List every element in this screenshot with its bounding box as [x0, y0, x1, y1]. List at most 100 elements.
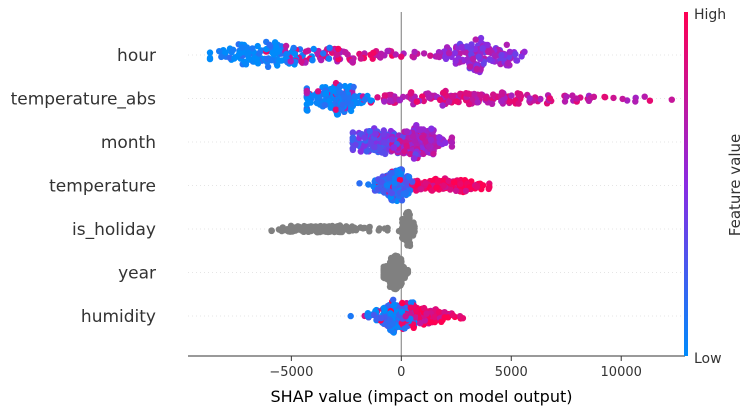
- shap-point: [349, 227, 356, 234]
- shap-point: [313, 99, 321, 107]
- shap-point: [399, 299, 406, 307]
- shap-point: [390, 255, 398, 263]
- shap-point: [317, 56, 325, 64]
- shap-point: [407, 150, 414, 158]
- shap-point: [333, 223, 340, 231]
- shap-point: [490, 91, 497, 98]
- shap-point: [457, 180, 464, 188]
- shap-point: [387, 274, 394, 281]
- feature-label: humidity: [81, 307, 156, 327]
- shap-point: [486, 183, 493, 191]
- feature-label: year: [118, 264, 156, 284]
- shap-point: [409, 178, 416, 185]
- x-tick-label: 10000: [601, 365, 642, 380]
- shap-point: [416, 320, 424, 327]
- shap-point: [269, 49, 277, 57]
- shap-point: [374, 94, 381, 101]
- colorbar-title: Feature value: [726, 134, 744, 236]
- shap-point: [435, 308, 443, 316]
- shap-point: [216, 48, 223, 55]
- shap-point: [417, 186, 425, 193]
- shap-point: [420, 304, 428, 312]
- shap-point: [370, 49, 377, 56]
- shap-point: [372, 130, 379, 138]
- shap-point: [485, 48, 492, 55]
- shap-point: [206, 49, 214, 56]
- shap-point: [381, 92, 389, 99]
- shap-point: [386, 91, 393, 99]
- shap-point: [448, 139, 456, 146]
- shap-point: [330, 87, 338, 95]
- shap-point: [338, 106, 345, 113]
- shap-point: [296, 225, 303, 232]
- shap-point: [518, 53, 525, 60]
- shap-point: [403, 142, 410, 150]
- shap-point: [396, 97, 404, 104]
- shap-point: [349, 134, 357, 141]
- shap-point: [381, 265, 388, 273]
- x-axis-title: SHAP value (impact on model output): [271, 387, 573, 406]
- shap-point: [378, 314, 385, 322]
- shap-point: [410, 155, 418, 162]
- shap-point: [459, 315, 467, 322]
- shap-point: [398, 308, 406, 316]
- shap-point: [440, 182, 447, 189]
- shap-point: [413, 98, 420, 105]
- shap-point: [390, 144, 398, 151]
- shap-point: [350, 83, 357, 91]
- shap-point: [222, 49, 229, 56]
- shap-point: [400, 133, 407, 140]
- shap-point: [375, 227, 382, 234]
- shap-point: [357, 55, 365, 62]
- shap-point: [328, 226, 335, 234]
- shap-point: [303, 87, 310, 95]
- shap-point: [389, 320, 397, 327]
- shap-point: [314, 88, 322, 95]
- shap-point: [302, 48, 310, 55]
- shap-point: [264, 63, 272, 70]
- shap-point: [388, 266, 396, 273]
- shap-point: [357, 148, 364, 155]
- shap-point: [376, 145, 383, 152]
- shap-point: [284, 226, 291, 233]
- shap-point: [641, 93, 648, 100]
- shap-point: [304, 96, 311, 103]
- shap-point: [431, 313, 438, 321]
- shap-point: [420, 97, 427, 105]
- shap-point: [385, 174, 392, 181]
- shap-point: [349, 145, 357, 152]
- shap-point: [356, 180, 363, 187]
- shap-point: [363, 148, 370, 155]
- shap-point: [668, 96, 675, 103]
- shap-point: [449, 93, 456, 100]
- shap-point: [441, 309, 448, 316]
- colorbar-low-label: Low: [694, 351, 722, 367]
- shap-point: [426, 94, 433, 101]
- shap-point: [537, 96, 544, 103]
- shap-point: [458, 44, 465, 51]
- shap-point: [396, 176, 404, 184]
- shap-point: [380, 131, 388, 138]
- shap-point: [206, 55, 214, 63]
- shap-point: [420, 50, 428, 57]
- shap-points: [206, 34, 675, 336]
- shap-point: [442, 139, 449, 146]
- shap-point: [463, 43, 470, 50]
- shap-point: [407, 90, 414, 97]
- shap-point: [242, 61, 250, 68]
- shap-point: [349, 129, 357, 136]
- shap-point: [411, 48, 418, 56]
- shap-point: [434, 178, 441, 185]
- shap-point: [268, 57, 275, 64]
- shap-point: [364, 312, 371, 320]
- shap-point: [440, 89, 447, 96]
- shap-point: [392, 51, 399, 58]
- shap-point: [508, 92, 515, 99]
- shap-point: [601, 94, 609, 101]
- shap-point: [400, 190, 407, 198]
- shap-point: [374, 186, 381, 193]
- shap-point: [403, 128, 410, 135]
- shap-point: [477, 34, 485, 42]
- shap-point: [303, 107, 310, 114]
- shap-point: [384, 47, 391, 55]
